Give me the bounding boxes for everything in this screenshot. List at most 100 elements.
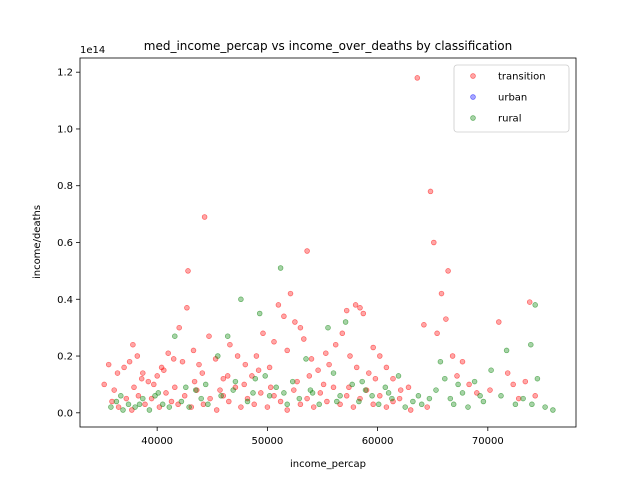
- point-transition-24: [227, 341, 233, 348]
- point-transition-95: [213, 407, 220, 413]
- point-transition-123: [396, 395, 403, 402]
- point-transition-94: [207, 395, 213, 402]
- point-rural-55: [459, 390, 466, 396]
- point-rural-76: [252, 375, 259, 382]
- point-transition-16: [185, 268, 191, 274]
- legend-label-transition: transition: [498, 72, 546, 83]
- point-transition-64: [443, 316, 449, 322]
- point-rural-16: [215, 353, 221, 359]
- point-rural-19: [232, 378, 239, 385]
- point-transition-15: [184, 305, 190, 311]
- point-transition-51: [366, 370, 372, 376]
- point-rural-74: [202, 381, 209, 388]
- point-rural-4: [132, 404, 138, 410]
- point-rural-38: [349, 381, 355, 388]
- point-rural-62: [512, 401, 519, 408]
- point-rural-33: [316, 401, 322, 408]
- x-tick-label-0: 40000: [141, 436, 173, 447]
- legend-marker-rural: [470, 115, 476, 121]
- point-transition-97: [226, 398, 232, 405]
- point-rural-5: [140, 395, 146, 402]
- point-transition-99: [238, 404, 244, 410]
- point-rural-80: [359, 378, 365, 385]
- point-transition-46: [343, 307, 350, 314]
- point-transition-11: [165, 350, 171, 356]
- point-transition-133: [267, 384, 274, 391]
- point-rural-50: [433, 387, 439, 393]
- legend: transition urban rural: [453, 64, 570, 133]
- point-transition-127: [131, 384, 137, 391]
- point-rural-69: [529, 401, 535, 408]
- point-transition-126: [111, 387, 117, 393]
- point-rural-71: [136, 401, 143, 408]
- point-transition-44: [332, 341, 339, 348]
- point-transition-34: [284, 347, 290, 354]
- point-transition-3: [121, 364, 127, 371]
- point-transition-101: [251, 401, 257, 408]
- point-transition-121: [383, 404, 390, 410]
- point-transition-74: [510, 381, 516, 388]
- y-tick-label-6: 1.2: [57, 68, 73, 79]
- point-rural-37: [342, 319, 349, 325]
- point-transition-67: [454, 373, 460, 379]
- point-rural-64: [528, 341, 534, 348]
- point-transition-13: [176, 324, 182, 331]
- y-axis-offset-text: 1e14: [80, 45, 105, 56]
- point-transition-140: [224, 373, 231, 379]
- point-rural-21: [244, 398, 251, 405]
- x-tick-label-2: 60000: [362, 436, 394, 447]
- point-transition-57: [405, 384, 412, 391]
- point-transition-78: [532, 393, 538, 399]
- point-transition-106: [284, 407, 290, 413]
- point-transition-28: [253, 353, 260, 359]
- point-transition-143: [353, 364, 360, 371]
- point-transition-130: [191, 378, 198, 385]
- legend-box: [453, 64, 570, 133]
- point-transition-141: [255, 367, 262, 373]
- point-rural-46: [402, 404, 408, 410]
- point-rural-10: [172, 333, 178, 339]
- point-transition-54: [383, 364, 390, 371]
- point-rural-79: [334, 398, 340, 405]
- point-transition-38: [301, 336, 307, 342]
- y-tick-label-5: 1.0: [57, 124, 73, 135]
- point-transition-132: [241, 381, 247, 388]
- point-transition-18: [196, 361, 202, 368]
- point-transition-58: [414, 75, 421, 81]
- point-rural-18: [224, 333, 231, 339]
- y-axis: 0.0 0.2 0.4 0.6 0.8 1.0 1.2: [57, 68, 80, 419]
- point-transition-81: [123, 395, 130, 402]
- point-transition-5: [130, 341, 136, 348]
- point-transition-120: [377, 393, 383, 399]
- point-rural-70: [118, 393, 124, 399]
- point-transition-122: [390, 398, 396, 405]
- point-rural-43: [382, 384, 389, 391]
- point-transition-87: [163, 390, 169, 396]
- point-rural-29: [289, 378, 296, 385]
- point-transition-142: [306, 373, 313, 379]
- point-rural-75: [230, 387, 236, 393]
- point-transition-2: [114, 370, 121, 376]
- point-transition-75: [515, 395, 522, 402]
- point-transition-104: [271, 393, 277, 399]
- x-axis: 40000 50000 60000 70000: [141, 427, 504, 447]
- point-transition-40: [308, 356, 315, 362]
- point-transition-19: [199, 370, 206, 376]
- point-rural-78: [307, 387, 314, 393]
- chart-title: med_income_percap vs income_over_deaths …: [144, 39, 512, 53]
- point-transition-60: [427, 188, 434, 195]
- point-transition-39: [304, 248, 310, 254]
- point-transition-63: [438, 290, 445, 297]
- point-transition-138: [140, 370, 146, 376]
- point-rural-83: [450, 401, 457, 408]
- y-tick-label-4: 0.8: [57, 181, 73, 192]
- point-rural-17: [218, 393, 224, 399]
- point-transition-83: [135, 393, 142, 399]
- legend-label-urban: urban: [498, 93, 527, 104]
- point-transition-6: [134, 353, 141, 359]
- point-transition-30: [266, 364, 273, 371]
- point-rural-45: [395, 373, 402, 379]
- legend-label-rural: rural: [498, 114, 521, 125]
- point-transition-37: [297, 324, 304, 331]
